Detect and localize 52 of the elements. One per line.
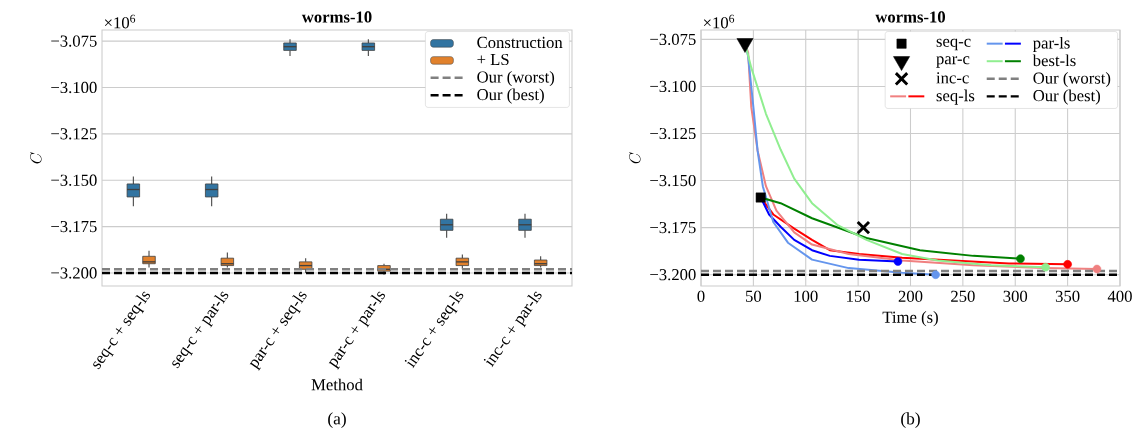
point bbox=[755, 192, 766, 203]
point bbox=[1063, 260, 1072, 269]
point bbox=[856, 220, 871, 235]
legend-label: Our (best) bbox=[1033, 89, 1101, 105]
legend-label: Our (best) bbox=[477, 88, 544, 104]
legend-label: Our (worst) bbox=[477, 70, 555, 87]
x-axis-title: Time (s) bbox=[882, 311, 938, 327]
y-tick-label: −3.175 bbox=[650, 221, 696, 234]
x-tick-label: 0 bbox=[697, 290, 705, 302]
point bbox=[736, 38, 754, 53]
y-tick-label: −3.200 bbox=[650, 269, 696, 281]
legend-label: seq-c bbox=[936, 38, 971, 51]
text: (b) bbox=[901, 412, 920, 428]
chart-title: worms-10 bbox=[875, 11, 946, 23]
x-tick-label: 400 bbox=[1107, 290, 1132, 302]
x-tick-label: 350 bbox=[1055, 290, 1080, 302]
point bbox=[931, 270, 940, 279]
x-tick-label: 300 bbox=[1003, 290, 1028, 302]
y-tick-label: −3.150 bbox=[51, 174, 97, 186]
y-tick-label: −3.100 bbox=[650, 80, 696, 93]
x-tick-label: 250 bbox=[951, 290, 975, 302]
x-tick-label: 50 bbox=[746, 290, 762, 302]
x-tick-label: 150 bbox=[847, 290, 870, 302]
x-axis-title: Method bbox=[311, 378, 363, 391]
x-tick-label: 200 bbox=[898, 290, 923, 302]
legend-label: Our (worst) bbox=[1033, 72, 1111, 88]
legend-label: par-ls bbox=[1033, 36, 1070, 52]
legend-label: inc-c bbox=[936, 72, 969, 84]
x-tick-label: 100 bbox=[794, 290, 818, 302]
point bbox=[1041, 262, 1050, 272]
y-tick-label: −3.100 bbox=[51, 81, 97, 94]
y-tick-label: −3.125 bbox=[51, 128, 97, 140]
chart-title: worms-10 bbox=[301, 11, 372, 23]
legend-label: seq-ls bbox=[936, 89, 975, 105]
legend-label: Construction bbox=[477, 36, 563, 49]
y-tick-label: −3.150 bbox=[650, 174, 696, 187]
y-tick-label: −3.075 bbox=[650, 33, 696, 46]
legend-label: + LS bbox=[477, 53, 509, 66]
y-axis-title: $C$ bbox=[29, 152, 42, 164]
text: ×10$^{6}$ bbox=[703, 14, 735, 29]
point bbox=[1092, 264, 1102, 274]
point bbox=[893, 257, 903, 266]
legend-label: best-ls bbox=[1032, 54, 1076, 67]
y-tick-label: −3.175 bbox=[51, 220, 97, 233]
y-tick-label: −3.075 bbox=[51, 35, 97, 47]
text: (a) bbox=[328, 412, 346, 428]
y-axis-title: $C$ bbox=[628, 152, 641, 164]
legend-label: par-c bbox=[936, 56, 970, 68]
y-tick-label: −3.200 bbox=[51, 267, 97, 279]
text: ×10$^{6}$ bbox=[104, 14, 136, 29]
y-tick-label: −3.125 bbox=[650, 127, 696, 140]
point bbox=[1016, 254, 1025, 263]
